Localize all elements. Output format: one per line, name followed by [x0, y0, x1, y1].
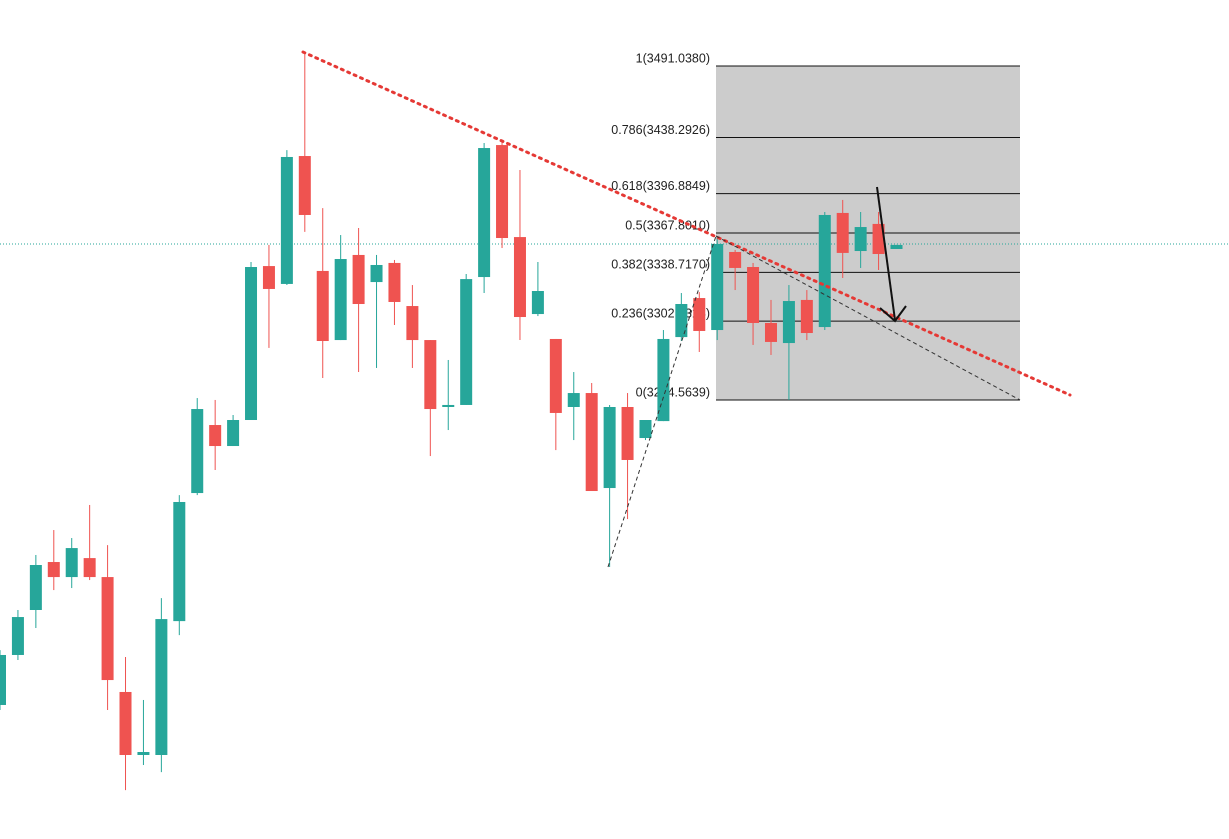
candle-body	[155, 619, 168, 755]
candle-body	[782, 301, 795, 344]
candle-body	[549, 338, 562, 413]
candle-body	[531, 291, 544, 315]
fib-retracement	[716, 65, 1020, 401]
candle-body	[101, 577, 114, 681]
candle-body	[406, 306, 419, 341]
channel-line	[607, 235, 717, 568]
candle-body	[424, 340, 437, 410]
candle-body	[280, 156, 293, 284]
fib-level-label: 0.618(3396.8849)	[611, 179, 710, 193]
candle-body	[603, 406, 616, 489]
drawings	[301, 50, 1072, 568]
fib-level-label: 1(3491.0380)	[636, 51, 710, 65]
candle-body	[639, 420, 652, 439]
fib-level-label: 0.382(3338.7170)	[611, 258, 710, 272]
candle-body	[854, 227, 867, 252]
fib-level-label: 0(3244.5639)	[636, 385, 710, 399]
candle-body	[621, 406, 634, 460]
candle-body	[747, 267, 760, 323]
candle-body	[227, 420, 240, 447]
candle-body	[29, 565, 42, 610]
candle-body	[585, 393, 598, 492]
candle-body	[352, 254, 365, 305]
candle-body	[800, 299, 813, 334]
arrow-shaft	[876, 186, 896, 321]
candle-body	[173, 501, 186, 622]
channel-line	[715, 235, 1021, 401]
candle-body	[513, 237, 526, 318]
candle-body	[262, 266, 275, 289]
candle-body	[675, 304, 688, 338]
candle-body	[245, 267, 258, 421]
candle-body	[693, 298, 706, 331]
candle-body	[119, 691, 132, 755]
candle-body	[657, 338, 670, 422]
fib-level-label: 0.5(3367.8010)	[625, 218, 710, 232]
candle-body	[478, 148, 491, 278]
arrow-head	[879, 305, 907, 323]
candle-body	[11, 617, 24, 655]
candle-body	[460, 279, 473, 405]
candle-body	[496, 145, 509, 239]
fib-level-label: 0.786(3438.2926)	[611, 123, 710, 137]
candle-body	[137, 752, 150, 755]
trend-line	[301, 50, 1072, 397]
candle-body	[729, 251, 742, 268]
candle-body	[442, 404, 455, 407]
fib-labels: 1(3491.0380) 0.786(3438.2926) 0.618(3396.8…	[611, 51, 710, 399]
candles	[0, 51, 903, 791]
candle-body	[818, 214, 831, 328]
candle-body	[388, 262, 401, 302]
candle-body	[764, 322, 777, 342]
candle-body	[209, 425, 222, 447]
candle-body	[47, 562, 60, 578]
candle-body	[191, 409, 204, 494]
candle-body	[872, 223, 885, 255]
candle-body	[0, 654, 6, 705]
candle-body	[65, 548, 78, 578]
candle-body	[316, 270, 329, 342]
candle-body	[298, 156, 311, 215]
candle-body	[334, 259, 347, 341]
candle-body	[567, 393, 580, 407]
candle-body	[370, 264, 383, 283]
candle-body	[83, 558, 96, 578]
candle-body	[890, 244, 903, 249]
candle-body	[836, 212, 849, 253]
candle-body	[711, 243, 724, 331]
